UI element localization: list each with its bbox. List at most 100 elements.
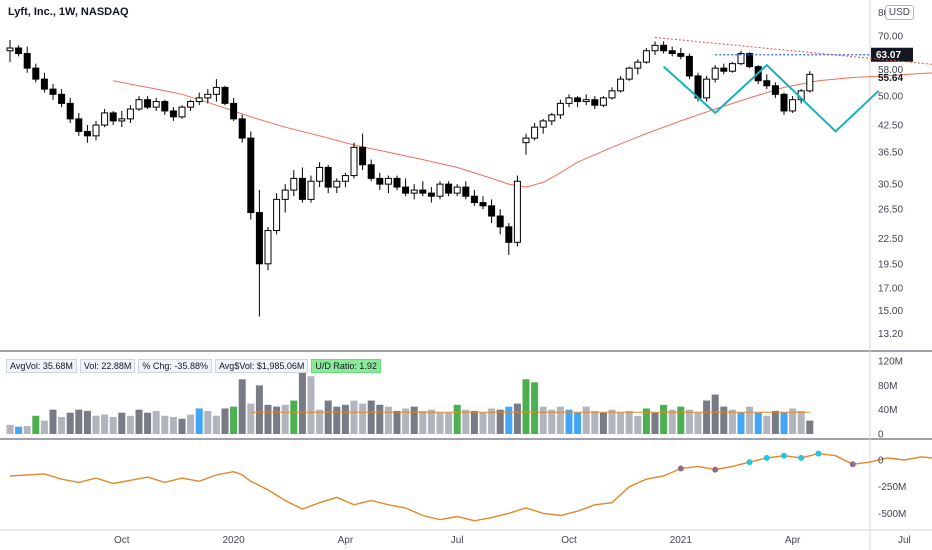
volume-bar — [513, 403, 521, 434]
volume-legend: AvgVol: 35.68M Vol: 22.88M % Chg: -35.88… — [6, 359, 381, 373]
volume-bar — [109, 416, 117, 434]
volume-bar — [574, 412, 582, 434]
candle-body — [126, 108, 134, 120]
volume-bar — [453, 404, 461, 434]
x-tick-label: Oct — [561, 535, 577, 546]
candle-body — [556, 102, 564, 116]
candle-body — [591, 99, 599, 106]
candle-body — [806, 73, 814, 92]
candle-body — [152, 101, 160, 108]
indicator-marker — [781, 452, 787, 459]
volume-bar — [634, 415, 642, 434]
candle-body — [169, 110, 177, 118]
candle-body — [505, 226, 513, 243]
volume-bar — [273, 406, 281, 434]
candle-body — [32, 67, 40, 80]
volume-bar — [565, 409, 573, 434]
candle-body — [720, 67, 728, 72]
y-tick-label: 17.00 — [878, 284, 903, 295]
volume-bar — [462, 409, 470, 434]
x-tick-label: 2020 — [222, 535, 245, 546]
candle-body — [634, 61, 642, 69]
volume-bar — [359, 403, 367, 434]
trendline — [654, 36, 932, 65]
indicator-marker — [815, 450, 822, 457]
volume-bar — [410, 406, 418, 434]
volume-bar — [290, 400, 298, 434]
volume-bar — [75, 409, 83, 434]
candle-body — [445, 183, 453, 194]
x-tick-label: Oct — [114, 535, 130, 546]
volume-bar — [711, 394, 719, 434]
volume-bar — [780, 412, 788, 434]
candle-body — [298, 177, 306, 200]
volume-bar — [118, 412, 126, 434]
volume-bar — [135, 409, 143, 434]
candle-body — [75, 118, 83, 132]
candle-body — [6, 47, 14, 52]
volume-bar — [737, 412, 745, 434]
volume-bar — [694, 412, 702, 434]
candle-body — [359, 146, 367, 166]
volume-bar — [6, 424, 14, 434]
candle-body — [677, 53, 685, 57]
volume-bar — [341, 404, 349, 434]
volume-bar — [152, 410, 160, 434]
volume-bar — [496, 409, 504, 434]
volume-bar — [539, 406, 547, 434]
currency-badge[interactable]: USD — [884, 5, 914, 20]
indicator-marker — [677, 465, 684, 472]
y-tick-label: 26.50 — [878, 205, 903, 216]
candle-body — [703, 78, 711, 99]
y-tick-label: 58.00 — [878, 65, 903, 76]
candle-body — [668, 50, 676, 55]
volume-bar — [195, 408, 203, 434]
volume-bar — [746, 406, 754, 434]
indicator-marker — [763, 454, 770, 461]
candle-body — [539, 120, 547, 128]
volume-bar — [789, 408, 797, 434]
vol-label: Vol: 22.88M — [79, 359, 136, 373]
volume-bar — [797, 410, 805, 434]
volume-bar — [212, 415, 220, 434]
ud-ratio-label: U/D Ratio: 1.92 — [311, 359, 381, 373]
candle-body — [204, 93, 212, 99]
volume-bar — [376, 404, 384, 434]
volume-bar — [445, 412, 453, 434]
candle-body — [763, 80, 771, 87]
candle-body — [307, 180, 315, 200]
candle-body — [419, 189, 427, 194]
volume-bar — [754, 412, 762, 434]
x-tick-label: Jul — [898, 535, 911, 546]
volume-bar — [230, 406, 238, 434]
indicator-marker — [798, 454, 805, 461]
prior-price-label: 55.64 — [878, 73, 903, 84]
indicator-marker — [746, 459, 753, 466]
candle-body — [324, 166, 332, 188]
volume-bar — [58, 416, 66, 434]
candle-body — [23, 53, 31, 69]
candle-body — [83, 130, 91, 137]
volume-bar — [40, 420, 48, 434]
volume-bar — [169, 416, 177, 434]
candle-body — [40, 78, 48, 90]
candle-body — [728, 63, 736, 72]
volume-bar — [470, 410, 478, 434]
volume-bar — [419, 410, 427, 434]
indicator-marker — [849, 461, 856, 468]
candle-body — [565, 97, 573, 104]
y-tick-label: 22.50 — [878, 234, 903, 245]
y-tick-label: 42.50 — [878, 121, 903, 132]
chart-title: Lyft, Inc., 1W, NASDAQ — [8, 6, 129, 18]
volume-bar — [668, 409, 676, 434]
candle-body — [410, 189, 418, 194]
volume-bar — [350, 400, 358, 434]
candle-body — [488, 205, 496, 217]
volume-bar — [625, 410, 633, 434]
candle-body — [178, 106, 186, 118]
volume-bar — [488, 408, 496, 434]
candle-body — [118, 118, 126, 122]
candle-body — [376, 177, 384, 185]
indicator-marker — [712, 466, 719, 473]
